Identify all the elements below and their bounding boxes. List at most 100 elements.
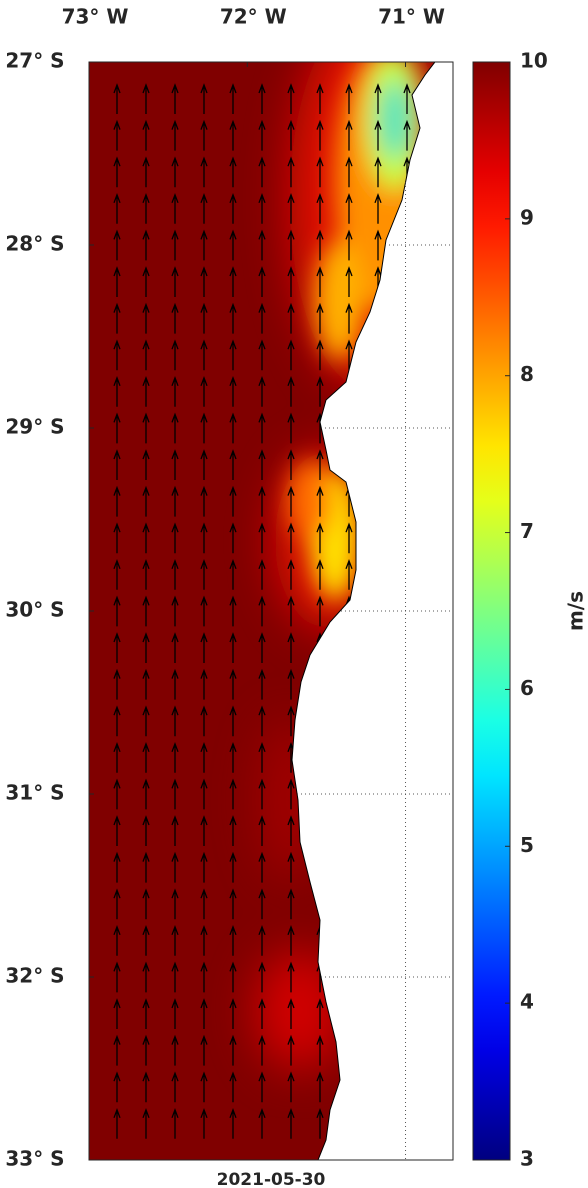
wind-arrow [229,1034,237,1066]
wind-arrow [287,266,295,297]
wind-arrow [171,1107,179,1139]
wind-arrow [229,302,237,334]
wind-arrow [229,83,237,114]
wind-arrow [200,1107,208,1139]
land [291,62,453,1160]
wind-arrow [142,83,150,114]
wind-arrow [142,375,150,407]
wind-arrow [287,595,295,627]
wind-arrow [200,998,208,1029]
wind-arrow [113,961,121,993]
wind-arrow [142,998,150,1029]
wind-arrow [258,266,266,297]
wind-arrow [171,888,179,920]
wind-arrow [113,705,121,737]
wind-arrow [200,851,208,883]
wind-arrow [229,961,237,993]
wind-arrow [229,449,237,480]
wind-arrow [287,412,295,444]
wind-arrow [113,668,121,700]
wind-arrow [316,595,324,627]
wind-arrow [113,375,121,407]
wind-arrow [171,229,179,261]
wind-arrow [287,998,295,1029]
wind-arrow [345,558,353,590]
wind-arrow [258,558,266,590]
wind-arrow [287,229,295,261]
wind-arrow [229,668,237,700]
wind-arrow [200,229,208,261]
wind-arrow [287,632,295,663]
wind-arrow [113,851,121,883]
wind-arrow [200,632,208,663]
colorbar-tick-label: 10 [520,49,548,73]
wind-arrow [258,595,266,627]
wind-arrow [316,375,324,407]
wind-arrow [200,888,208,920]
wind-arrow [258,705,266,737]
colorbar-tick-label: 3 [520,1147,534,1171]
wind-arrow [229,888,237,920]
wind-arrow [142,851,150,883]
wind-arrow [142,961,150,993]
wind-arrow [287,339,295,371]
wind-arrow [258,851,266,883]
wind-arrow [142,558,150,590]
wind-arrow [113,119,121,151]
wind-arrow [171,522,179,554]
wind-arrow [258,449,266,480]
wind-arrow [258,998,266,1029]
wind-arrow [142,1071,150,1103]
wind-arrow [200,302,208,334]
wind-arrow [345,339,353,371]
wind-arrow [258,924,266,956]
wind-arrow [316,192,324,224]
wind-arrow [229,595,237,627]
wind-arrow [113,83,121,114]
wind-arrow [113,888,121,920]
wind-arrow [142,339,150,371]
lon-tick-label: 71° W [378,5,445,29]
wind-arrow [229,339,237,371]
colorbar-tick-label: 7 [520,519,534,543]
wind-arrow [316,485,324,517]
wind-arrow [374,192,382,224]
wind-arrow [142,485,150,517]
wind-arrow [142,266,150,297]
wind-arrow [171,705,179,737]
wind-arrow [258,815,266,846]
wind-arrow [258,961,266,993]
wind-arrow [229,741,237,773]
wind-arrow [171,632,179,663]
wind-arrow [287,705,295,737]
wind-arrow [142,595,150,627]
wind-arrow [142,156,150,188]
wind-arrow [113,632,121,663]
wind-arrow [200,119,208,151]
wind-arrow [258,412,266,444]
wind-arrow [171,266,179,297]
wind-arrow [200,192,208,224]
wind-arrow [316,229,324,261]
wind-arrow [200,924,208,956]
wind-arrow [171,119,179,151]
wind-arrow [229,558,237,590]
lat-tick-label: 30° S [5,598,64,622]
wind-arrow [345,192,353,224]
wind-arrow [258,229,266,261]
wind-arrow [113,998,121,1029]
wind-arrow [287,778,295,810]
wind-arrow [287,851,295,883]
wind-arrow [345,266,353,297]
wind-arrow [113,522,121,554]
wind-arrow [113,1071,121,1103]
wind-arrow [258,1034,266,1066]
colorbar-tick-label: 9 [520,205,534,229]
wind-arrow [229,375,237,407]
wind-arrow [345,522,353,554]
wind-arrow [258,83,266,114]
wind-arrow [171,302,179,334]
wind-arrow [287,1071,295,1103]
wind-arrow [200,778,208,810]
